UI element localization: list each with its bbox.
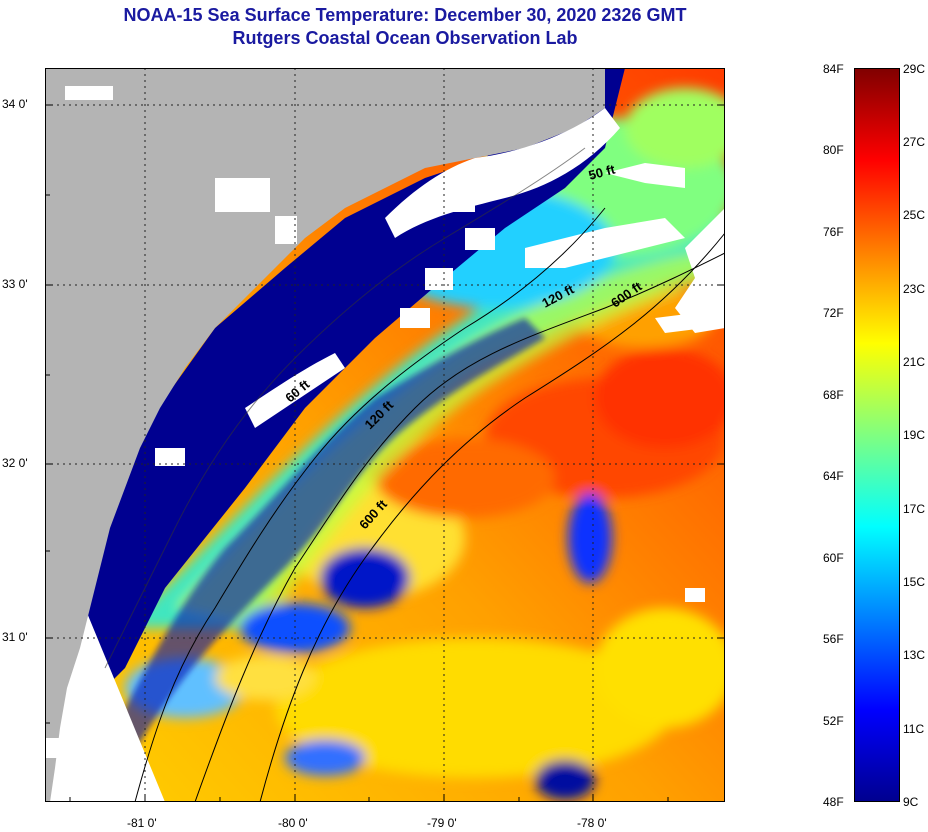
colorbar-c-label: 17C — [903, 502, 926, 516]
colorbar-c-label: 25C — [903, 208, 926, 222]
graticule — [45, 68, 725, 802]
map-frame — [45, 68, 725, 802]
lon-label: -78 0' — [577, 816, 607, 830]
colorbar-c-label: 11C — [903, 722, 925, 736]
colorbar-f-label: 84F — [823, 62, 844, 76]
tick-marks — [45, 104, 725, 802]
lon-label: -81 0' — [127, 816, 157, 830]
colorbar-f-label: 64F — [823, 469, 844, 483]
colorbar-f-label: 68F — [823, 388, 844, 402]
colorbar-c-label: 27C — [903, 135, 926, 149]
chart-title: NOAA-15 Sea Surface Temperature: Decembe… — [123, 5, 687, 25]
colorbar-c-label: 29C — [903, 62, 926, 76]
colorbar-c-label: 15C — [903, 575, 926, 589]
colorbar-c-label: 21C — [903, 355, 926, 369]
colorbar-c-label: 19C — [903, 428, 926, 442]
colorbar-c-label: 23C — [903, 282, 926, 296]
colorbar-f-label: 52F — [823, 714, 844, 728]
lon-label: -79 0' — [427, 816, 457, 830]
lat-label: 33 0' — [2, 277, 28, 291]
colorbar-f-label: 76F — [823, 225, 844, 239]
colorbar-c-label: 9C — [903, 795, 919, 809]
sst-map: 50 ft 120 ft 600 ft 60 ft 120 ft 600 ft — [45, 68, 725, 802]
lat-label: 31 0' — [2, 630, 28, 644]
isobaths — [134, 207, 725, 802]
colorbar-c-label: 13C — [903, 648, 926, 662]
colorbar-f-label: 48F — [823, 795, 844, 809]
land — [45, 68, 605, 802]
lat-label: 32 0' — [2, 456, 28, 470]
isobath-label: 50 ft — [587, 161, 617, 183]
colorbar-f-label: 60F — [823, 551, 844, 565]
chart-subtitle: Rutgers Coastal Ocean Observation Lab — [232, 28, 578, 48]
colorbar-f-label: 72F — [823, 306, 844, 320]
lat-label: 34 0' — [2, 97, 28, 111]
colorbar-f-label: 80F — [823, 143, 844, 157]
lon-label: -80 0' — [278, 816, 308, 830]
colorbar-f-label: 56F — [823, 632, 844, 646]
colorbar — [854, 68, 900, 802]
cloud-cover — [45, 86, 725, 758]
